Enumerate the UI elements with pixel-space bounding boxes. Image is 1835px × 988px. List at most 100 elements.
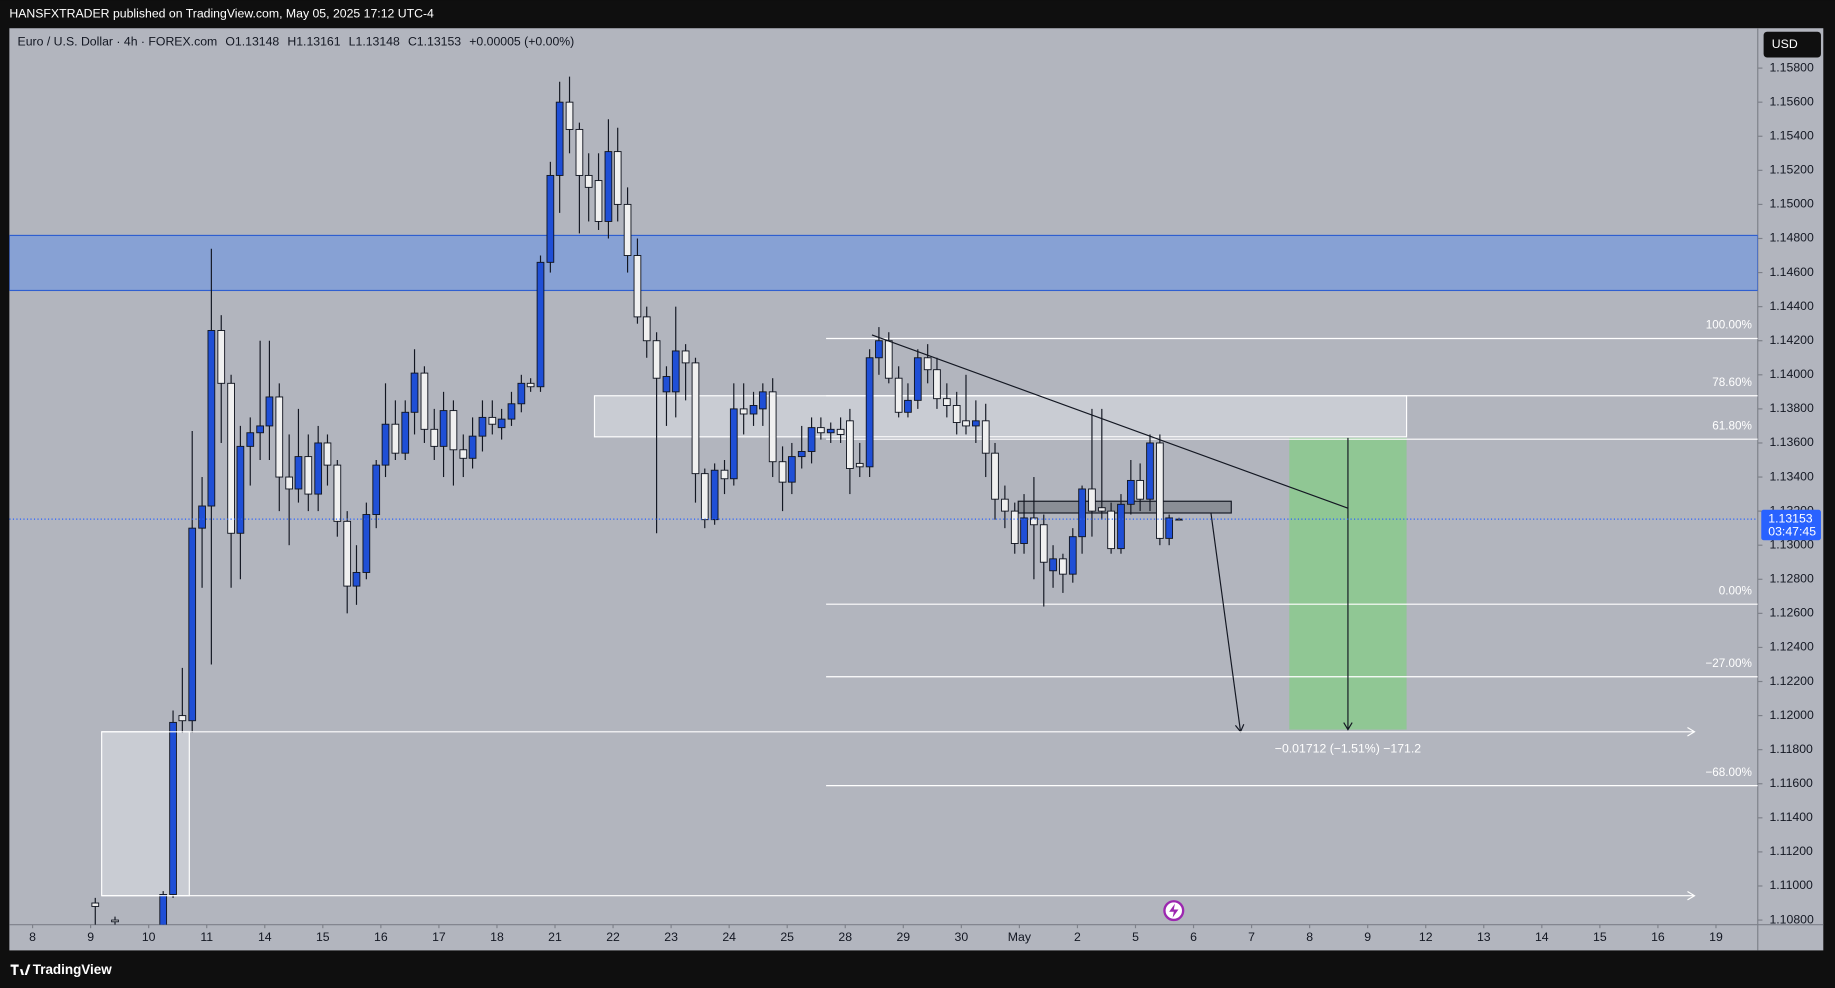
candle-body bbox=[178, 715, 187, 722]
candle-body bbox=[333, 464, 342, 522]
x-tick-label: 23 bbox=[664, 930, 678, 944]
candle-body bbox=[246, 432, 255, 447]
currency-button[interactable] bbox=[1763, 31, 1821, 58]
candle-body bbox=[575, 128, 584, 176]
candle-body bbox=[758, 391, 767, 410]
legend-change: +0.00005 (+0.00%) bbox=[469, 35, 574, 49]
candle-body bbox=[188, 527, 197, 722]
last-price-tag bbox=[1761, 509, 1821, 541]
candle-body bbox=[362, 514, 371, 573]
x-tick-label: 30 bbox=[955, 930, 969, 944]
candle-body bbox=[401, 411, 410, 454]
candle-body bbox=[565, 101, 574, 130]
candle-body bbox=[1146, 442, 1154, 500]
candle-body bbox=[478, 416, 487, 437]
arrow-head bbox=[1687, 890, 1696, 901]
candle-body bbox=[1097, 507, 1106, 512]
legend-close: C1.13153 bbox=[408, 35, 461, 49]
candle-body bbox=[439, 410, 448, 447]
candle-body bbox=[855, 462, 864, 468]
y-tick-label: 1.14800 bbox=[1769, 231, 1814, 245]
candle-body bbox=[623, 203, 632, 257]
fib-label: 78.60% bbox=[1712, 376, 1752, 389]
y-tick-label: 1.14000 bbox=[1769, 367, 1814, 381]
footer: TradingView bbox=[33, 962, 112, 977]
candle-body bbox=[91, 902, 100, 907]
x-tick-label: 22 bbox=[606, 930, 620, 944]
candle-body bbox=[652, 340, 661, 379]
y-tick-label: 1.15600 bbox=[1769, 94, 1814, 108]
event-icon bbox=[1163, 900, 1185, 922]
candle-body bbox=[1156, 442, 1164, 539]
footer-logo bbox=[10, 964, 31, 975]
candle-body bbox=[1078, 488, 1086, 538]
candle-body bbox=[865, 357, 874, 468]
x-tick-label: 10 bbox=[142, 930, 156, 944]
chart-background bbox=[9, 28, 1824, 951]
countdown: 03:47:45 bbox=[1768, 524, 1816, 538]
candle-body bbox=[952, 405, 961, 423]
x-tick-label: 25 bbox=[780, 930, 794, 944]
candle-body bbox=[517, 382, 526, 405]
candle-body bbox=[807, 427, 816, 452]
x-tick-label: 16 bbox=[1651, 930, 1665, 944]
legend-symbol: Euro / U.S. Dollar · 4h · FOREX.com bbox=[18, 35, 218, 49]
legend: Euro / U.S. Dollar · 4h · FOREX.com O1.1… bbox=[18, 35, 575, 49]
x-tick-label: 24 bbox=[722, 930, 736, 944]
y-tick-label: 1.12200 bbox=[1769, 674, 1814, 688]
x-tick-label: 19 bbox=[1709, 930, 1723, 944]
x-tick-label: 15 bbox=[1593, 930, 1607, 944]
candle-body bbox=[904, 399, 912, 413]
x-tick-label: 12 bbox=[1419, 930, 1433, 944]
x-tick-label: 18 bbox=[490, 930, 504, 944]
candle-body bbox=[1059, 558, 1067, 575]
candle-body bbox=[256, 425, 264, 434]
candle-body bbox=[430, 428, 439, 447]
trend-line bbox=[871, 334, 1349, 509]
candle-body bbox=[285, 476, 294, 490]
candle-body bbox=[739, 408, 748, 415]
candle-body bbox=[352, 571, 361, 587]
candle-body bbox=[265, 396, 274, 427]
candle-body bbox=[768, 391, 777, 463]
y-tick-label: 1.14200 bbox=[1769, 333, 1814, 347]
candle-body bbox=[894, 377, 903, 413]
candle-body bbox=[449, 410, 458, 451]
candle-body bbox=[972, 420, 980, 427]
candle-body bbox=[942, 398, 951, 406]
legend-high: H1.13161 bbox=[287, 35, 340, 49]
arrow-head bbox=[1343, 722, 1353, 731]
candle-body bbox=[729, 408, 738, 480]
candle-body bbox=[962, 420, 970, 427]
candle-body bbox=[633, 255, 642, 318]
candle-body bbox=[1049, 558, 1057, 572]
candle-body bbox=[797, 451, 806, 458]
x-tick-label: 2 bbox=[1074, 930, 1081, 944]
candle-body bbox=[236, 445, 245, 534]
candle-body bbox=[691, 362, 700, 475]
fib-label: 0.00% bbox=[1719, 584, 1752, 597]
y-tick-label: 1.15800 bbox=[1769, 60, 1814, 74]
y-tick-label: 1.10800 bbox=[1769, 912, 1814, 926]
y-tick-label: 1.15400 bbox=[1769, 129, 1814, 143]
y-tick-label: 1.15000 bbox=[1769, 197, 1814, 211]
x-tick-label: 17 bbox=[432, 930, 446, 944]
rectangle-drawing bbox=[593, 395, 1408, 438]
x-tick-label: 7 bbox=[1248, 930, 1255, 944]
candle-body bbox=[642, 316, 651, 342]
candle-body bbox=[681, 350, 690, 364]
candle-body bbox=[207, 330, 216, 507]
candle-body bbox=[217, 330, 226, 384]
legend-low: L1.13148 bbox=[349, 35, 400, 49]
candle-body bbox=[1126, 479, 1135, 505]
x-tick-label: 16 bbox=[374, 930, 388, 944]
x-tick-label: 9 bbox=[1364, 930, 1371, 944]
header: HANSFXTRADER published on TradingView.co… bbox=[9, 6, 434, 20]
currency[interactable]: USD bbox=[1772, 37, 1798, 51]
candle-body bbox=[933, 369, 941, 400]
x-tick-label: 8 bbox=[29, 930, 36, 944]
candle-body bbox=[594, 180, 603, 222]
candle-body bbox=[884, 340, 893, 379]
x-tick-label: 5 bbox=[1132, 930, 1139, 944]
